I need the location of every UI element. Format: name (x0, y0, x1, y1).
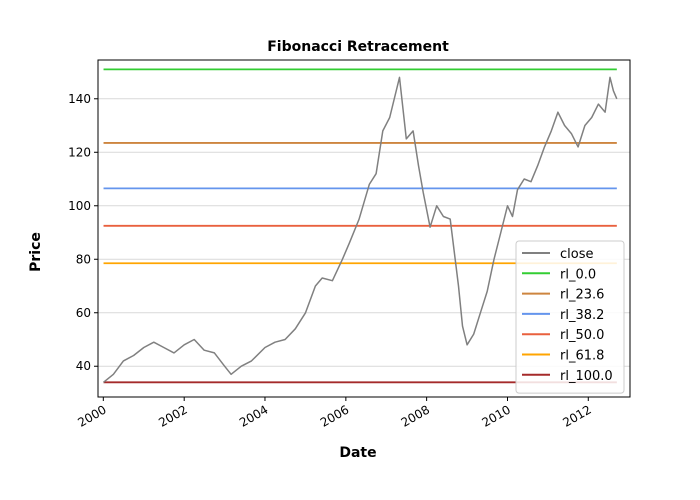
series-layer (103, 68, 618, 384)
legend-label-rl_61.8: rl_61.8 (560, 349, 604, 364)
x-tick-label: 2006 (318, 402, 351, 429)
x-tick-label: 2012 (560, 402, 593, 429)
x-tick-label: 2004 (237, 402, 270, 429)
y-axis-label: Price (28, 232, 44, 272)
series-line-close (103, 76, 618, 383)
x-tick-label: 2010 (480, 402, 513, 429)
x-tick-label: 2000 (75, 402, 108, 429)
x-tick-label: 2008 (399, 402, 432, 429)
legend-label-rl_0.0: rl_0.0 (560, 267, 596, 282)
plot-frame (97, 59, 631, 398)
legend-label-rl_100.0: rl_100.0 (560, 369, 613, 384)
legend-label-close: close (560, 247, 593, 262)
chart-title: Fibonacci Retracement (267, 39, 449, 55)
y-tick-label: 80 (76, 252, 91, 266)
y-tick-label: 140 (68, 92, 91, 106)
legend-label-rl_38.2: rl_38.2 (560, 308, 604, 323)
x-axis-label: Date (339, 445, 376, 461)
legend: close rl_0.0 rl_23.6 rl_38.2 rl_50.0 rl_61.8r… (515, 240, 625, 394)
y-tick-label: 120 (68, 145, 91, 159)
legend-label-rl_23.6: rl_23.6 (560, 288, 604, 303)
x-axis: 2000 2002 2004 2006 2008 2010 2012 (75, 397, 594, 430)
y-tick-label: 100 (68, 199, 91, 213)
y-tick-label: 60 (76, 306, 91, 320)
y-tick-label: 40 (76, 359, 91, 373)
x-tick-label: 2002 (156, 402, 189, 429)
y-axis: 40 60 80 100 120 140 (68, 92, 98, 373)
legend-label-rl_50.0: rl_50.0 (560, 328, 604, 343)
